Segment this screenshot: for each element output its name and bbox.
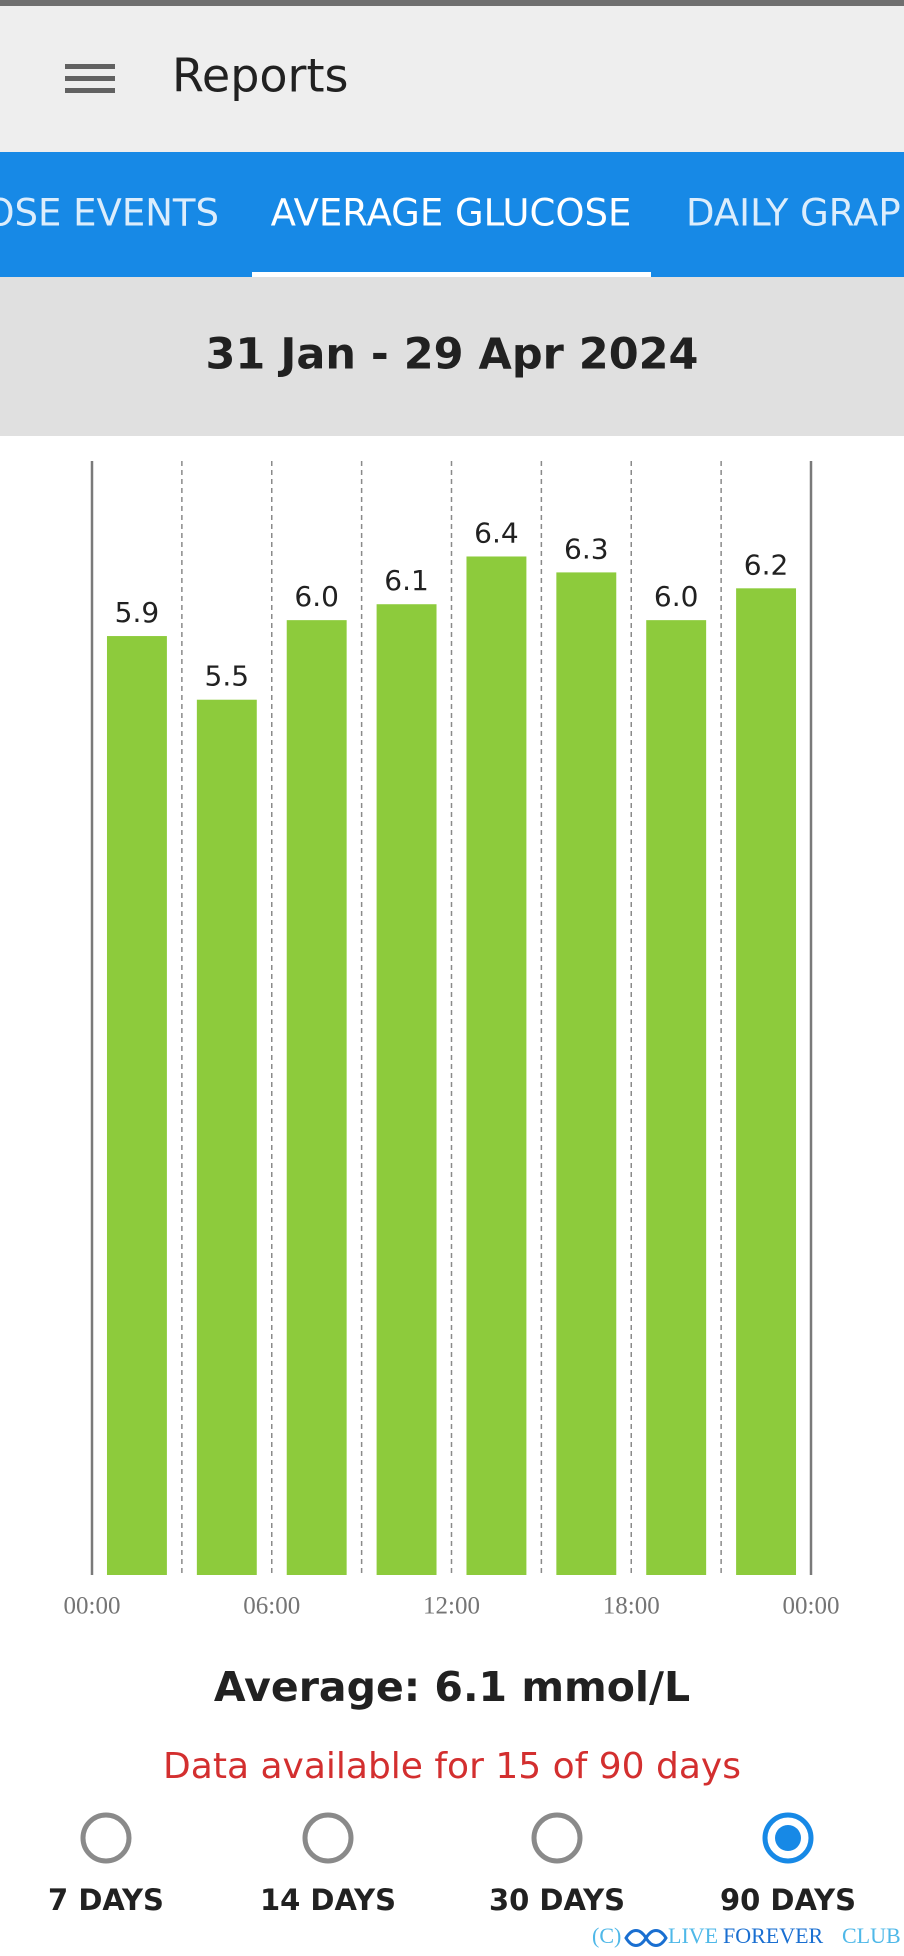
bar [376, 604, 437, 1575]
bar [106, 636, 167, 1575]
value-label: 5.9 [115, 596, 160, 629]
watermark-logo [624, 1929, 668, 1947]
value-label: 6.1 [384, 564, 429, 597]
range-label[interactable]: 7 DAYS [48, 1883, 164, 1917]
tab-indicator [252, 272, 651, 277]
value-label: 6.4 [474, 516, 519, 549]
value-label: 6.2 [744, 548, 789, 581]
range-option[interactable]: 14 DAYS [260, 1812, 396, 1917]
tab-bar [0, 152, 904, 277]
status-strip [0, 0, 904, 6]
menu-bar-line [65, 76, 115, 81]
tab-label[interactable]: COSE EVENTS [0, 192, 219, 235]
watermark-prefix: (C) [592, 1923, 621, 1948]
bar [196, 699, 257, 1575]
range-label[interactable]: 90 DAYS [720, 1883, 856, 1917]
date-banner [0, 277, 904, 436]
availability-text: Data available for 15 of 90 days [163, 1746, 741, 1787]
radio-button[interactable] [302, 1812, 354, 1864]
value-label: 6.0 [654, 580, 699, 613]
x-tick-label: 06:00 [243, 1593, 300, 1620]
radio-button[interactable] [762, 1812, 814, 1864]
menu-button[interactable] [65, 64, 115, 93]
x-tick-label: 00:00 [64, 1593, 121, 1620]
bar [556, 572, 617, 1575]
range-label[interactable]: 30 DAYS [489, 1883, 625, 1917]
x-tick-label: 18:00 [603, 1593, 660, 1620]
tab-label[interactable]: DAILY GRAPH [686, 192, 904, 235]
radio-button[interactable] [531, 1812, 583, 1864]
value-label: 5.5 [205, 660, 250, 693]
range-option[interactable]: 90 DAYS [720, 1812, 856, 1917]
x-tick-label: 12:00 [423, 1593, 480, 1620]
tab-label[interactable]: AVERAGE GLUCOSE [271, 192, 632, 235]
value-label: 6.3 [564, 532, 609, 565]
average-text: Average: 6.1 mmol/L [214, 1663, 690, 1711]
date-range: 31 Jan - 29 Apr 2024 [206, 330, 699, 380]
menu-bar-line [65, 64, 115, 69]
range-option[interactable]: 7 DAYS [48, 1812, 164, 1917]
menu-bar-line [65, 88, 115, 93]
watermark-forever: FOREVER [723, 1923, 824, 1948]
x-tick-label: 00:00 [783, 1593, 840, 1620]
radio-dot [775, 1825, 801, 1851]
bar [646, 620, 707, 1575]
watermark: (C) LIVE FOREVER CLUB [592, 1923, 901, 1948]
bar [466, 556, 527, 1575]
watermark-club: CLUB [842, 1923, 901, 1948]
app-title: Reports [172, 49, 348, 103]
value-label: 6.0 [294, 580, 339, 613]
radio-button[interactable] [80, 1812, 132, 1864]
range-option[interactable]: 30 DAYS [489, 1812, 625, 1917]
watermark-live: LIVE [668, 1923, 718, 1948]
bar [286, 620, 347, 1575]
app-bar [0, 6, 904, 152]
range-label[interactable]: 14 DAYS [260, 1883, 396, 1917]
bar [736, 588, 797, 1575]
